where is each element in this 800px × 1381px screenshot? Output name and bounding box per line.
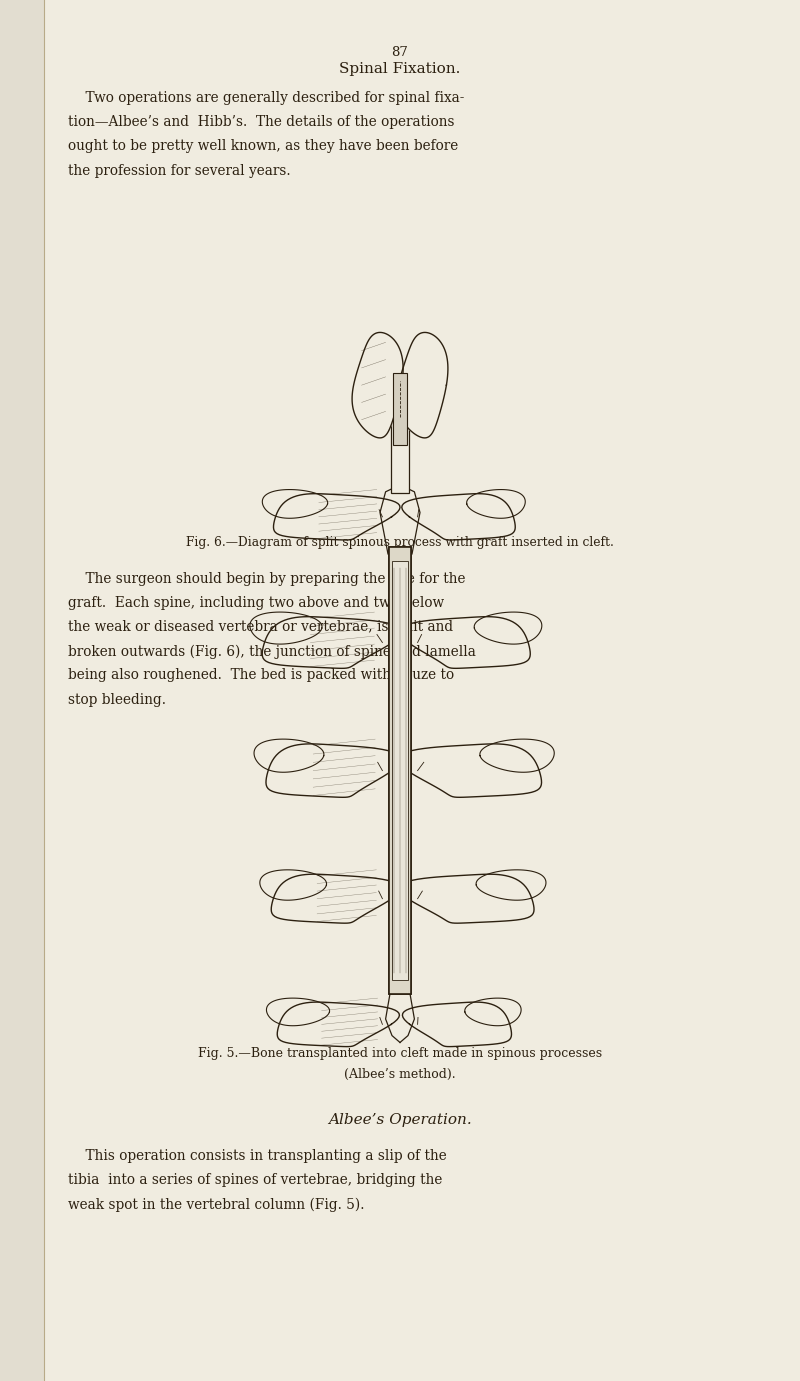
Polygon shape	[352, 333, 403, 438]
Polygon shape	[271, 874, 401, 923]
Text: Fig. 6.—Diagram of split spinous process with graft inserted in cleft.: Fig. 6.—Diagram of split spinous process…	[186, 536, 614, 548]
Polygon shape	[476, 870, 546, 900]
Bar	[389, 547, 411, 994]
Polygon shape	[398, 874, 534, 923]
Text: the profession for several years.: the profession for several years.	[68, 163, 290, 178]
Text: Spinal Fixation.: Spinal Fixation.	[339, 62, 461, 76]
Polygon shape	[402, 493, 515, 540]
Text: This operation consists in transplanting a slip of the: This operation consists in transplanting…	[68, 1149, 446, 1163]
Polygon shape	[250, 612, 322, 644]
Text: (Albee’s method).: (Albee’s method).	[344, 1069, 456, 1081]
Text: tibia  into a series of spines of vertebrae, bridging the: tibia into a series of spines of vertebr…	[68, 1174, 442, 1188]
Text: stop bleeding.: stop bleeding.	[68, 693, 166, 707]
Polygon shape	[398, 744, 542, 797]
Text: graft.  Each spine, including two above and two below: graft. Each spine, including two above a…	[68, 597, 444, 610]
Polygon shape	[474, 612, 542, 644]
Text: Albee’s Operation.: Albee’s Operation.	[328, 1113, 472, 1127]
Polygon shape	[254, 739, 324, 772]
Text: the weak or diseased vertebra or vertebrae, is split and: the weak or diseased vertebra or vertebr…	[68, 620, 453, 634]
Bar	[0, 0, 44, 1381]
Polygon shape	[266, 998, 330, 1026]
Polygon shape	[278, 1003, 399, 1047]
Text: weak spot in the vertebral column (Fig. 5).: weak spot in the vertebral column (Fig. …	[68, 1197, 365, 1211]
Polygon shape	[262, 617, 402, 668]
Polygon shape	[262, 489, 328, 518]
Polygon shape	[466, 489, 526, 518]
Text: The surgeon should begin by preparing the site for the: The surgeon should begin by preparing th…	[68, 572, 466, 586]
Text: broken outwards (Fig. 6), the junction of spine and lamella: broken outwards (Fig. 6), the junction o…	[68, 645, 476, 659]
Polygon shape	[399, 617, 530, 668]
Text: tion—Albee’s and  Hibb’s.  The details of the operations: tion—Albee’s and Hibb’s. The details of …	[68, 116, 454, 130]
Text: being also roughened.  The bed is packed with gauze to: being also roughened. The bed is packed …	[68, 668, 454, 682]
Text: ought to be pretty well known, as they have been before: ought to be pretty well known, as they h…	[68, 139, 458, 153]
Polygon shape	[480, 739, 554, 772]
Bar	[393, 373, 407, 445]
Text: Two operations are generally described for spinal fixa-: Two operations are generally described f…	[68, 91, 464, 105]
Polygon shape	[465, 998, 521, 1026]
Polygon shape	[274, 493, 400, 540]
Polygon shape	[266, 744, 402, 797]
Polygon shape	[397, 333, 448, 438]
Text: 87: 87	[391, 46, 409, 58]
Bar	[392, 561, 408, 981]
Polygon shape	[260, 870, 326, 900]
Bar	[389, 547, 411, 994]
Bar	[392, 561, 408, 981]
Text: Fig. 5.—Bone transplanted into cleft made in spinous processes: Fig. 5.—Bone transplanted into cleft mad…	[198, 1047, 602, 1059]
Polygon shape	[402, 1003, 511, 1047]
Bar	[391, 413, 409, 493]
